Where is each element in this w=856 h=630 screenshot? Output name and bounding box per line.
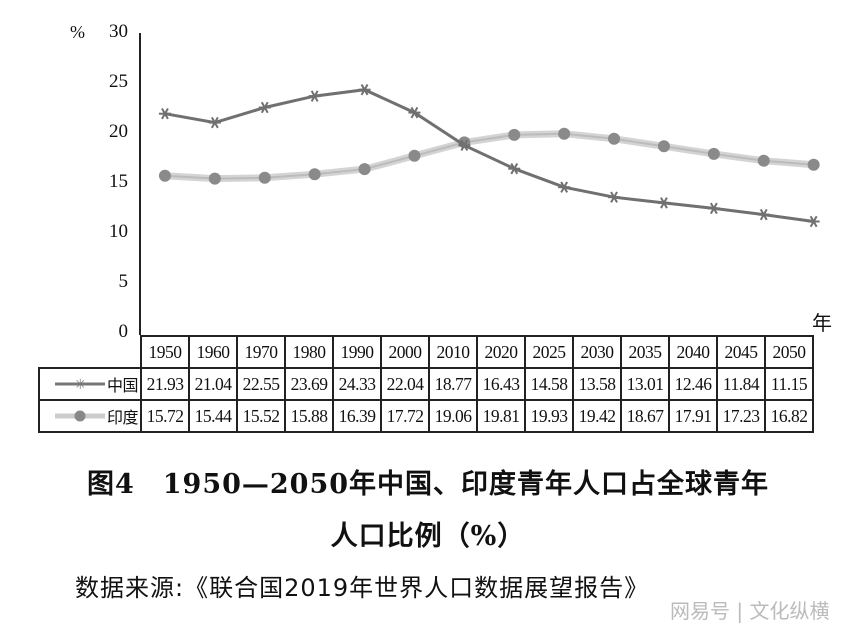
- y-axis-unit: %: [70, 22, 85, 42]
- table-header-cell: 1950: [140, 335, 190, 369]
- y-tick-label: 15: [109, 171, 128, 192]
- table-header-cell: 1990: [332, 335, 382, 369]
- table-cell: 17.72: [380, 399, 430, 433]
- table-header-cell: 2030: [572, 335, 622, 369]
- china-point: [657, 197, 670, 209]
- table-header-cell: 1960: [188, 335, 238, 369]
- china-point: [258, 101, 271, 114]
- india-point: [707, 147, 720, 160]
- table-header-cell: 2035: [620, 335, 670, 369]
- india-point: [408, 149, 421, 162]
- table-row-china: ✳ 中国 21.93 21.04 22.55 23.69 24.33 22.04 18.77…: [38, 367, 814, 401]
- china-point: [408, 106, 421, 119]
- y-tick-label: 5: [118, 271, 129, 292]
- india-point: [757, 154, 770, 167]
- china-point: [208, 116, 221, 129]
- watermark: 网易号 | 文化纵横: [670, 599, 830, 623]
- data-table: 1950 1960 1970 1980 1990 2000 2010 2020 2025 2030…: [38, 335, 814, 433]
- table-header-cell: 2040: [668, 335, 718, 369]
- table-cell: 14.58: [524, 367, 574, 401]
- table-header-cell: 2020: [476, 335, 526, 369]
- india-point: [508, 128, 521, 141]
- table-header-cell: 1980: [284, 335, 334, 369]
- china-point: [458, 139, 471, 152]
- table-cell: 18.77: [428, 367, 478, 401]
- table-cell: 15.88: [284, 399, 334, 433]
- china-point: [757, 208, 770, 221]
- table-cell: 23.69: [284, 367, 334, 401]
- table-cell: 18.67: [620, 399, 670, 433]
- table-header-cell: 1970: [236, 335, 286, 369]
- table-cell: 22.04: [380, 367, 430, 401]
- table-header-cell: 2025: [524, 335, 574, 369]
- table-cell: 15.52: [236, 399, 286, 433]
- line-chart: [139, 33, 820, 335]
- china-point: [308, 90, 321, 102]
- china-point: [608, 191, 621, 203]
- y-tick-label: 25: [109, 71, 128, 92]
- table-cell: 19.06: [428, 399, 478, 433]
- y-tick-label: 10: [109, 221, 128, 242]
- india-point: [657, 140, 670, 153]
- table-header-cell: 2010: [428, 335, 478, 369]
- india-point: [558, 127, 571, 140]
- china-point: [707, 202, 720, 215]
- data-source: 数据来源:《联合国2019年世界人口数据展望报告》: [75, 574, 650, 602]
- table-row-india: 印度 15.72 15.44 15.52 15.88 16.39 17.72 19.06 19…: [38, 399, 814, 433]
- table-cell: 17.23: [716, 399, 766, 433]
- table-cell: 15.44: [188, 399, 238, 433]
- table-cell: 24.33: [332, 367, 382, 401]
- y-tick-label: 0: [118, 321, 129, 342]
- legend-label-china: 中国: [106, 376, 139, 395]
- table-cell: 19.42: [572, 399, 622, 433]
- table-cell: 15.72: [140, 399, 190, 433]
- legend-label-india: 印度: [106, 408, 139, 427]
- table-cell: 11.84: [716, 367, 766, 401]
- table-cell: 13.01: [620, 367, 670, 401]
- table-cell: 22.55: [236, 367, 286, 401]
- y-tick-label: 30: [109, 21, 128, 42]
- table-header-cell: 2000: [380, 335, 430, 369]
- table-header-cell: 2045: [716, 335, 766, 369]
- china-point: [807, 215, 820, 228]
- table-cell: 16.82: [764, 399, 814, 433]
- india-point: [208, 172, 221, 185]
- table-header-row: 1950 1960 1970 1980 1990 2000 2010 2020 2025 2030…: [39, 335, 814, 369]
- china-legend-asterisk-icon: ✳: [54, 377, 105, 391]
- india-point: [608, 132, 621, 145]
- china-point: [158, 107, 171, 120]
- table-cell: 16.39: [332, 399, 382, 433]
- table-cell: 11.15: [764, 367, 814, 401]
- table-cell: 16.43: [476, 367, 526, 401]
- table-header-cell: 2050: [764, 335, 814, 369]
- china-line: [164, 88, 814, 223]
- table-cell: 12.46: [668, 367, 718, 401]
- china-point: [558, 181, 571, 193]
- svg-text:✳: ✳: [74, 377, 85, 391]
- table-cell: 17.91: [668, 399, 718, 433]
- table-cell: 19.93: [524, 399, 574, 433]
- india-point: [358, 163, 371, 176]
- table-cell: 19.81: [476, 399, 526, 433]
- india-point: [158, 169, 171, 182]
- table-cell: 21.04: [188, 367, 238, 401]
- table-cell: 21.93: [140, 367, 190, 401]
- figure-title-line1: 图4 1950—2050年中国、印度青年人口占全球青年: [86, 469, 770, 500]
- y-tick-label: 20: [109, 121, 128, 142]
- figure-title-line2: 人口比例（%）: [330, 521, 526, 552]
- china-point: [358, 83, 371, 96]
- india-legend-circle-icon: [54, 410, 105, 422]
- china-point: [508, 162, 521, 175]
- india-point: [308, 168, 321, 181]
- table-cell: 13.58: [572, 367, 622, 401]
- x-axis-unit: 年: [812, 311, 832, 335]
- india-point: [258, 171, 271, 184]
- india-point: [807, 158, 820, 171]
